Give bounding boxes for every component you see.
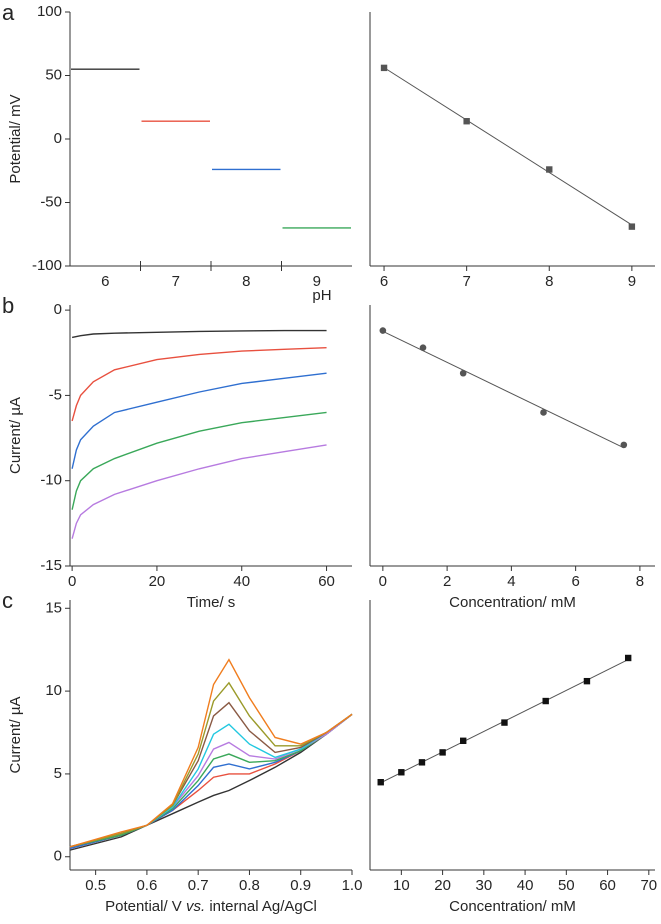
series-line [69, 713, 353, 850]
y-tick-label: -50 [40, 193, 62, 210]
series-line [71, 329, 327, 339]
series-line [69, 713, 353, 848]
panel-label: b [2, 293, 14, 318]
y-axis-label: Current/ µA [7, 397, 24, 474]
point [628, 223, 636, 230]
x-tick-label: 60 [318, 573, 335, 590]
series-line [69, 701, 353, 848]
y-axis-label: Current/ µA [7, 697, 24, 774]
x-axis-label: Time/ s [187, 594, 236, 611]
x-tick-label: 60 [599, 877, 616, 894]
x-tick-label: 0 [379, 573, 387, 590]
point [459, 369, 467, 377]
series-line [71, 346, 327, 422]
x-axis-label: Concentration/ mM [449, 898, 576, 915]
y-tick-label: 0 [54, 130, 62, 147]
x-tick-label: 10 [393, 877, 410, 894]
y-tick-label: 0 [54, 848, 62, 865]
point [418, 759, 426, 766]
x-tick-label: 40 [517, 877, 534, 894]
series-line [71, 444, 327, 539]
point [463, 118, 470, 125]
point [460, 737, 467, 744]
point [624, 654, 632, 662]
x-tick-label: 7 [172, 273, 180, 290]
x-tick-label: 1.0 [342, 877, 363, 894]
x-tick-label: 6 [101, 273, 109, 290]
point [540, 409, 547, 416]
x-tick-label: 6 [380, 273, 388, 290]
x-tick-label: 0.6 [136, 877, 157, 894]
panel-label: c [2, 588, 13, 613]
x-tick-label: 7 [462, 273, 470, 290]
x-tick-label: 40 [233, 573, 250, 590]
fit-line [383, 67, 633, 226]
point [380, 64, 388, 72]
x-tick-label: 8 [636, 573, 644, 590]
x-axis-label-part: Potential/ V [105, 898, 186, 915]
x-tick-label: 30 [475, 877, 492, 894]
x-tick-label: 20 [149, 573, 166, 590]
point [546, 166, 553, 173]
x-tick-label: 4 [507, 573, 515, 590]
y-tick-label: -100 [32, 257, 62, 274]
point [583, 677, 591, 685]
y-tick-label: -15 [40, 557, 62, 574]
x-axis-label-part: vs. [186, 898, 205, 915]
x-tick-label: 0.9 [290, 877, 311, 894]
y-tick-label: 100 [37, 3, 62, 20]
series-line [69, 713, 353, 851]
y-axis-label: Potential/ mV [7, 94, 24, 183]
y-tick-label: 5 [54, 765, 62, 782]
y-tick-label: -5 [49, 386, 62, 403]
x-tick-label: 6 [571, 573, 579, 590]
series-line [69, 681, 353, 848]
y-tick-label: 50 [45, 66, 62, 83]
y-tick-label: 10 [45, 682, 62, 699]
point [620, 441, 628, 449]
x-axis-label: pH [312, 287, 331, 304]
x-axis-label: Potential/ V vs. internal Ag/AgCl [105, 898, 317, 915]
x-tick-label: 2 [443, 573, 451, 590]
series-line [71, 372, 327, 469]
point [419, 344, 427, 351]
fit-line [382, 330, 625, 449]
point [501, 719, 508, 726]
series-line [69, 713, 353, 850]
point [439, 749, 446, 756]
point [377, 779, 384, 786]
series-line [71, 411, 327, 510]
x-tick-label: 50 [558, 877, 575, 894]
x-tick-label: 8 [545, 273, 553, 290]
point [398, 769, 405, 776]
y-tick-label: -10 [40, 472, 62, 489]
x-tick-label: 70 [640, 877, 657, 894]
x-tick-label: 20 [434, 877, 451, 894]
x-axis-label-part: internal Ag/AgCl [205, 898, 317, 915]
panel-label: a [2, 0, 15, 25]
y-tick-label: 0 [54, 301, 62, 318]
point [542, 697, 549, 705]
y-tick-label: 15 [45, 599, 62, 616]
x-tick-label: 0.5 [85, 877, 106, 894]
series-line [69, 713, 353, 848]
series-line [69, 713, 353, 848]
point [379, 327, 387, 334]
x-tick-label: 0.8 [239, 877, 260, 894]
x-tick-label: 9 [313, 273, 321, 290]
x-tick-label: 8 [242, 273, 250, 290]
x-axis-label: Concentration/ mM [449, 594, 576, 611]
x-tick-label: 9 [628, 273, 636, 290]
x-tick-label: 0 [68, 573, 76, 590]
x-tick-label: 0.7 [188, 877, 209, 894]
series-line [69, 658, 353, 848]
